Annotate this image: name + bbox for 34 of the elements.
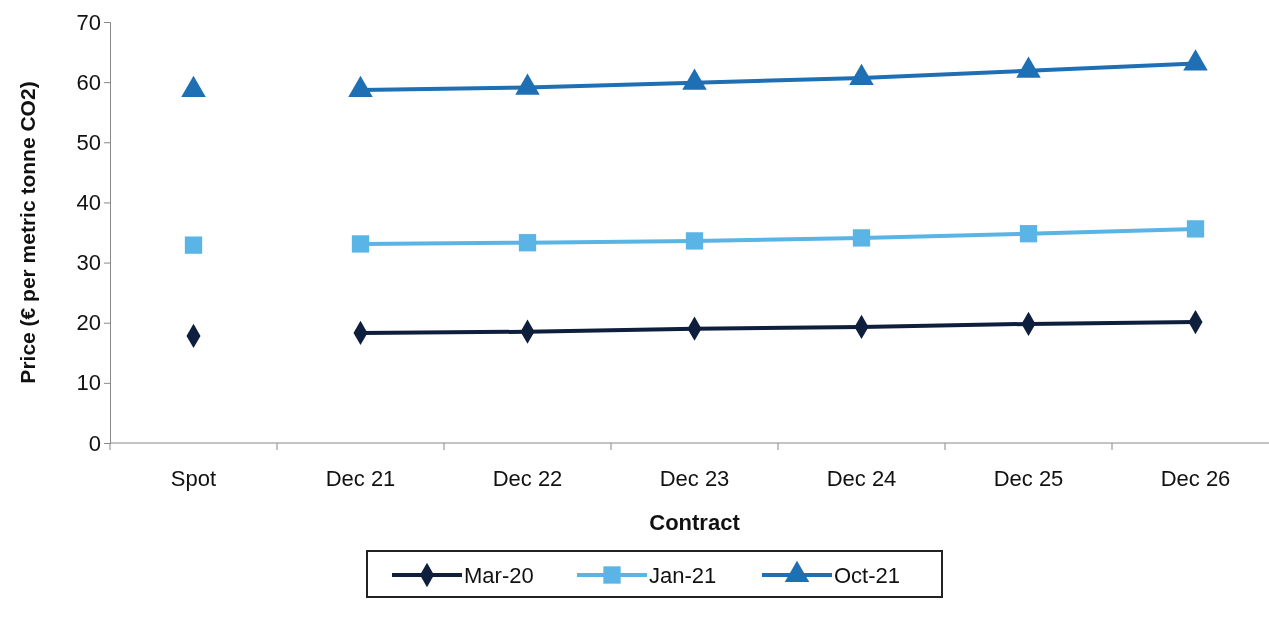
- x-tick-label: Dec 24: [826, 466, 897, 491]
- x-axis-title: Contract: [649, 510, 741, 535]
- x-tick-label: Dec 25: [993, 466, 1064, 491]
- y-tick-label: 30: [76, 250, 101, 276]
- legend-label: Mar-20: [464, 563, 534, 588]
- point: [849, 63, 874, 86]
- y-tick-label: 20: [76, 310, 101, 336]
- point: [685, 232, 704, 250]
- point: [852, 229, 871, 247]
- y-axis-title: Price (€ per metric tonne CO2): [16, 81, 39, 384]
- point: [515, 73, 540, 95]
- legend-label: Jan-21: [649, 563, 717, 588]
- point: [518, 234, 537, 252]
- x-tick-label: Dec 26: [1160, 466, 1231, 491]
- point: [351, 235, 370, 253]
- point: [1016, 56, 1041, 78]
- legend-label: Oct-21: [834, 563, 901, 588]
- y-tick-label: 60: [76, 69, 101, 95]
- y-tick-label: 50: [76, 129, 101, 155]
- y-tick-label: 40: [76, 189, 101, 215]
- x-tick-label: Spot: [170, 466, 217, 491]
- point: [184, 236, 203, 254]
- point: [348, 75, 373, 98]
- y-tick-label: 0: [88, 430, 101, 456]
- y-tick-label: 70: [76, 9, 101, 35]
- point: [1183, 49, 1208, 71]
- x-tick-label: Dec 21: [325, 466, 396, 491]
- point: [1186, 220, 1205, 238]
- x-tick-label: Dec 22: [492, 466, 563, 491]
- point: [682, 68, 707, 90]
- x-tick-label: Dec 23: [659, 466, 730, 491]
- point: [181, 75, 206, 98]
- point: [1019, 225, 1038, 243]
- y-tick-label: 10: [76, 370, 101, 396]
